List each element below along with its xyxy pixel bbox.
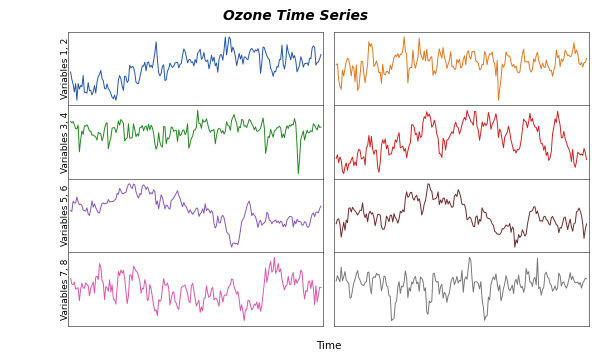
Y-axis label: Variables 5, 6: Variables 5, 6 <box>61 185 70 246</box>
Text: Ozone Time Series: Ozone Time Series <box>223 9 369 23</box>
Y-axis label: Variables 7, 8: Variables 7, 8 <box>61 258 70 320</box>
Text: Time: Time <box>316 341 341 351</box>
Y-axis label: Variables 3, 4: Variables 3, 4 <box>61 112 70 173</box>
Y-axis label: Variables 1, 2: Variables 1, 2 <box>61 38 70 99</box>
